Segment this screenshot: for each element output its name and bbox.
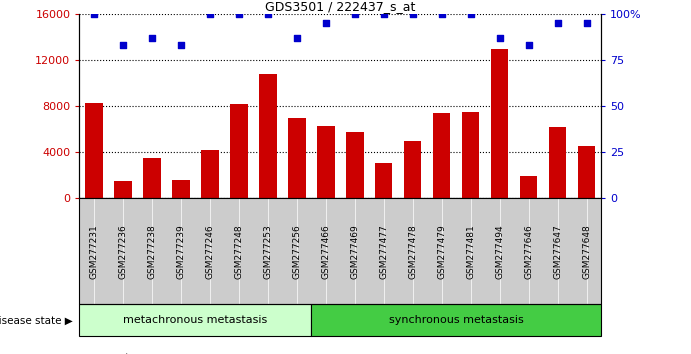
Point (117, 42, 129, 48)
Point (378, 11, 389, 17)
Text: GSM277256: GSM277256 (292, 224, 301, 279)
Bar (491, 49, 509, 198)
Text: GSM277248: GSM277248 (234, 224, 243, 279)
Bar (317, 126, 334, 198)
Point (465, 11, 476, 17)
Bar (143, 158, 160, 198)
Bar (578, 147, 596, 198)
Text: GSM277231: GSM277231 (89, 224, 98, 279)
Point (146, 35, 158, 41)
Text: GSM277478: GSM277478 (408, 224, 417, 279)
Bar (520, 176, 538, 198)
Text: GSM277469: GSM277469 (350, 224, 359, 279)
Point (321, 21, 332, 26)
Text: GSM277477: GSM277477 (379, 224, 388, 279)
Text: GSM277236: GSM277236 (118, 224, 127, 279)
Point (407, 11, 418, 17)
Text: GSM277646: GSM277646 (524, 224, 533, 279)
Point (552, 21, 563, 26)
Text: GSM277239: GSM277239 (176, 224, 185, 279)
Point (581, 21, 592, 26)
Bar (259, 74, 276, 198)
Text: GSM277648: GSM277648 (583, 224, 591, 279)
Bar (375, 162, 392, 198)
Title: GDS3501 / 222437_s_at: GDS3501 / 222437_s_at (265, 0, 415, 13)
Bar (433, 113, 451, 198)
Text: GSM277238: GSM277238 (147, 224, 156, 279)
Point (436, 11, 447, 17)
Point (205, 11, 216, 17)
Text: metachronous metastasis: metachronous metastasis (123, 315, 267, 325)
Bar (549, 127, 567, 198)
Text: GSM277253: GSM277253 (263, 224, 272, 279)
Point (494, 35, 505, 41)
Point (234, 11, 245, 17)
Text: GSM277481: GSM277481 (466, 224, 475, 279)
Bar (201, 150, 218, 198)
Bar (404, 141, 422, 198)
Bar (346, 132, 363, 198)
Point (176, 42, 187, 48)
Bar (85, 103, 103, 198)
Text: GSM277494: GSM277494 (495, 224, 504, 279)
Text: synchronous metastasis: synchronous metastasis (389, 315, 524, 325)
Point (349, 11, 360, 17)
Bar (172, 180, 189, 198)
Text: GSM277246: GSM277246 (205, 224, 214, 279)
Point (292, 35, 303, 41)
Bar (230, 104, 247, 198)
Text: GSM277479: GSM277479 (437, 224, 446, 279)
Text: GSM277466: GSM277466 (321, 224, 330, 279)
Text: GSM277647: GSM277647 (553, 224, 562, 279)
Text: count: count (99, 353, 131, 354)
Text: disease state ▶: disease state ▶ (0, 315, 73, 325)
Bar (462, 112, 480, 198)
Point (523, 42, 534, 48)
Bar (288, 118, 305, 198)
Bar (114, 181, 131, 198)
Point (88, 11, 100, 17)
Point (263, 11, 274, 17)
